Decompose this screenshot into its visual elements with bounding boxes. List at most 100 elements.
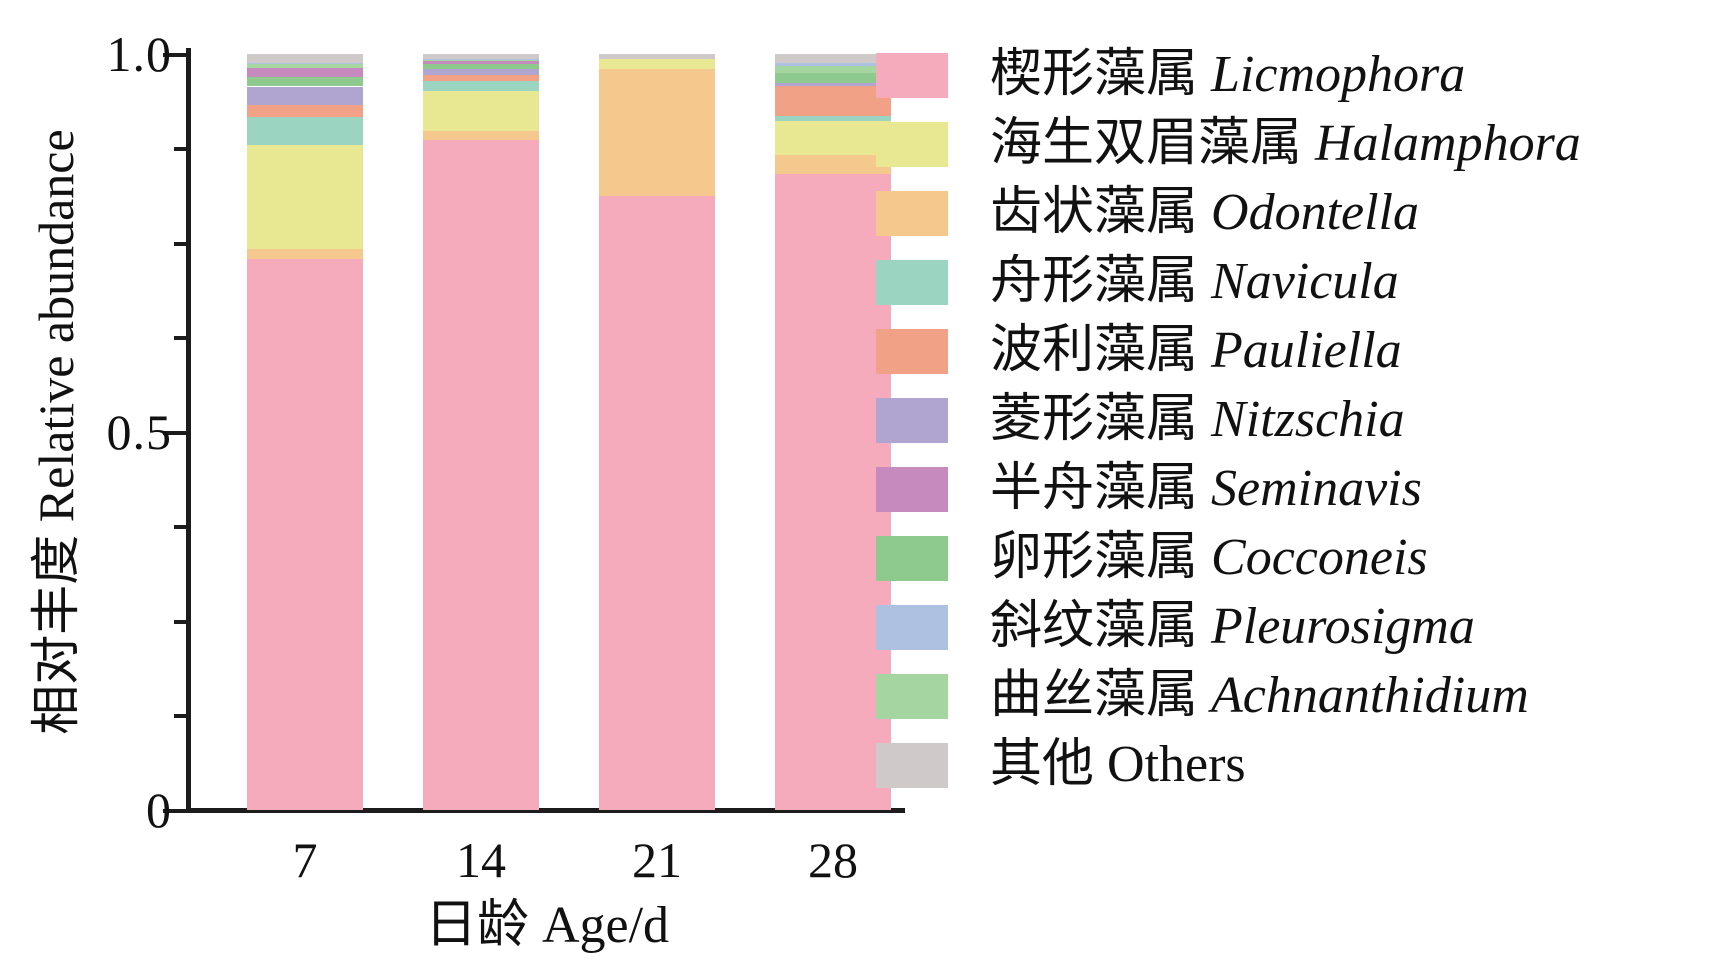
legend-item-seminavis: 半舟藻属 Seminavis [876, 461, 1422, 517]
y-major-tick [163, 430, 190, 435]
y-major-tick [163, 52, 190, 57]
legend-swatch [876, 190, 948, 236]
x-axis-line [186, 808, 905, 813]
legend-swatch [876, 604, 948, 650]
legend-label-zh: 半舟藻属 [990, 460, 1212, 517]
bar-segment-halamphora [423, 91, 539, 132]
legend-label: 斜纹藻属 Pleurosigma [990, 600, 1475, 654]
legend-item-odontella: 齿状藻属 Odontella [876, 185, 1419, 241]
y-minor-tick [174, 241, 190, 246]
legend-label-latin: Pauliella [1211, 322, 1402, 379]
legend-label: 其他 Others [990, 738, 1246, 792]
legend: 楔形藻属 Licmophora 海生双眉藻属 Halamphora 齿状藻属 Odo… [860, 0, 1714, 978]
legend-label-latin: Licmophora [1211, 46, 1466, 103]
bar-segment-cocconeis [247, 76, 363, 87]
bar-segment-pleurosigma [775, 63, 891, 67]
bar-segment-others [423, 54, 539, 59]
legend-swatch [876, 673, 948, 719]
bar-segment-pleurosigma [247, 63, 363, 64]
bar-segment-halamphora [775, 121, 891, 155]
legend-label-latin: Others [1107, 736, 1246, 793]
legend-label-latin: Navicula [1211, 253, 1399, 310]
x-tick-label: 21 [632, 832, 682, 888]
legend-swatch [876, 535, 948, 581]
legend-item-cocconeis: 卵形藻属 Cocconeis [876, 530, 1428, 586]
bar-segment-halamphora [247, 144, 363, 249]
y-minor-tick [174, 336, 190, 340]
x-tick-label: 28 [808, 832, 858, 888]
legend-label: 海生双眉藻属 Halamphora [990, 117, 1581, 171]
legend-label-zh: 齿状藻属 [990, 184, 1212, 241]
legend-label-zh: 其他 [990, 736, 1108, 793]
legend-label-zh: 卵形藻属 [990, 529, 1212, 586]
legend-item-navicula: 舟形藻属 Navicula [876, 254, 1399, 310]
legend-label: 卵形藻属 Cocconeis [990, 531, 1428, 585]
legend-swatch [876, 259, 948, 305]
legend-label: 楔形藻属 Licmophora [990, 48, 1465, 102]
y-minor-tick [174, 714, 190, 718]
bar-segment-nitzschia [247, 86, 363, 105]
bar-segment-odontella [599, 69, 715, 197]
legend-label-zh: 波利藻属 [990, 322, 1212, 379]
bar-segment-cocconeis [423, 63, 539, 70]
bar-segment-others [247, 54, 363, 64]
bar-segment-achnanthidium [247, 63, 363, 68]
legend-label: 菱形藻属 Nitzschia [990, 393, 1405, 447]
legend-item-pauliella: 波利藻属 Pauliella [876, 323, 1402, 379]
bar-segment-licmophora [599, 196, 715, 810]
legend-label-latin: Achnanthidium [1211, 667, 1529, 724]
legend-label: 波利藻属 Pauliella [990, 324, 1402, 378]
y-major-tick [163, 808, 190, 813]
bar-segment-others [775, 54, 891, 64]
legend-swatch [876, 121, 948, 167]
legend-label: 半舟藻属 Seminavis [990, 462, 1422, 516]
bar-segment-pauliella [423, 75, 539, 82]
bar-segment-odontella [775, 154, 891, 175]
legend-item-halamphora: 海生双眉藻属 Halamphora [876, 116, 1581, 172]
legend-item-pleurosigma: 斜纹藻属 Pleurosigma [876, 599, 1475, 655]
legend-label-zh: 海生双眉藻属 [990, 115, 1316, 172]
bar-segment-nitzschia [775, 82, 891, 86]
legend-item-nitzschia: 菱形藻属 Nitzschia [876, 392, 1405, 448]
legend-label-latin: Pleurosigma [1211, 598, 1475, 655]
y-tick-label: 0 [146, 781, 172, 838]
legend-label-latin: Odontella [1211, 184, 1419, 241]
legend-swatch [876, 466, 948, 512]
bar-segment-seminavis [423, 60, 539, 64]
legend-label: 齿状藻属 Odontella [990, 186, 1419, 240]
bar-segment-achnanthidium [775, 66, 891, 73]
bar-segment-nitzschia [423, 69, 539, 76]
legend-label-latin: Nitzschia [1211, 391, 1405, 448]
legend-label-latin: Seminavis [1211, 460, 1422, 517]
bar-segment-licmophora [775, 174, 891, 810]
legend-item-licmophora: 楔形藻属 Licmophora [876, 47, 1465, 103]
bar-segment-odontella [247, 249, 363, 259]
legend-label: 舟形藻属 Navicula [990, 255, 1399, 309]
legend-label-zh: 菱形藻属 [990, 391, 1212, 448]
legend-swatch [876, 742, 948, 788]
y-minor-tick [174, 525, 190, 529]
bar-segment-pauliella [247, 104, 363, 117]
bar-segment-seminavis [247, 67, 363, 77]
y-tick-label: 1.0 [106, 25, 172, 82]
bar-segment-pauliella [775, 85, 891, 116]
bar-segment-licmophora [423, 140, 539, 810]
legend-label-zh: 斜纹藻属 [990, 598, 1212, 655]
bar-segment-halamphora [599, 59, 715, 70]
bar-segment-licmophora [247, 258, 363, 810]
legend-item-achnanthidium: 曲丝藻属 Achnanthidium [876, 668, 1529, 724]
legend-label: 曲丝藻属 Achnanthidium [990, 669, 1529, 723]
bar-segment-pleurosigma [423, 58, 539, 60]
legend-swatch [876, 397, 948, 443]
legend-label-zh: 楔形藻属 [990, 46, 1212, 103]
y-tick-label: 0.5 [106, 403, 172, 460]
legend-label-zh: 曲丝藻属 [990, 667, 1212, 724]
bar-segment-navicula [423, 81, 539, 91]
y-minor-tick [174, 147, 190, 151]
bar-segment-navicula [775, 116, 891, 122]
bar-segment-cocconeis [775, 72, 891, 83]
legend-swatch [876, 52, 948, 98]
bar-segment-others [599, 54, 715, 60]
x-tick-label: 14 [456, 832, 506, 888]
